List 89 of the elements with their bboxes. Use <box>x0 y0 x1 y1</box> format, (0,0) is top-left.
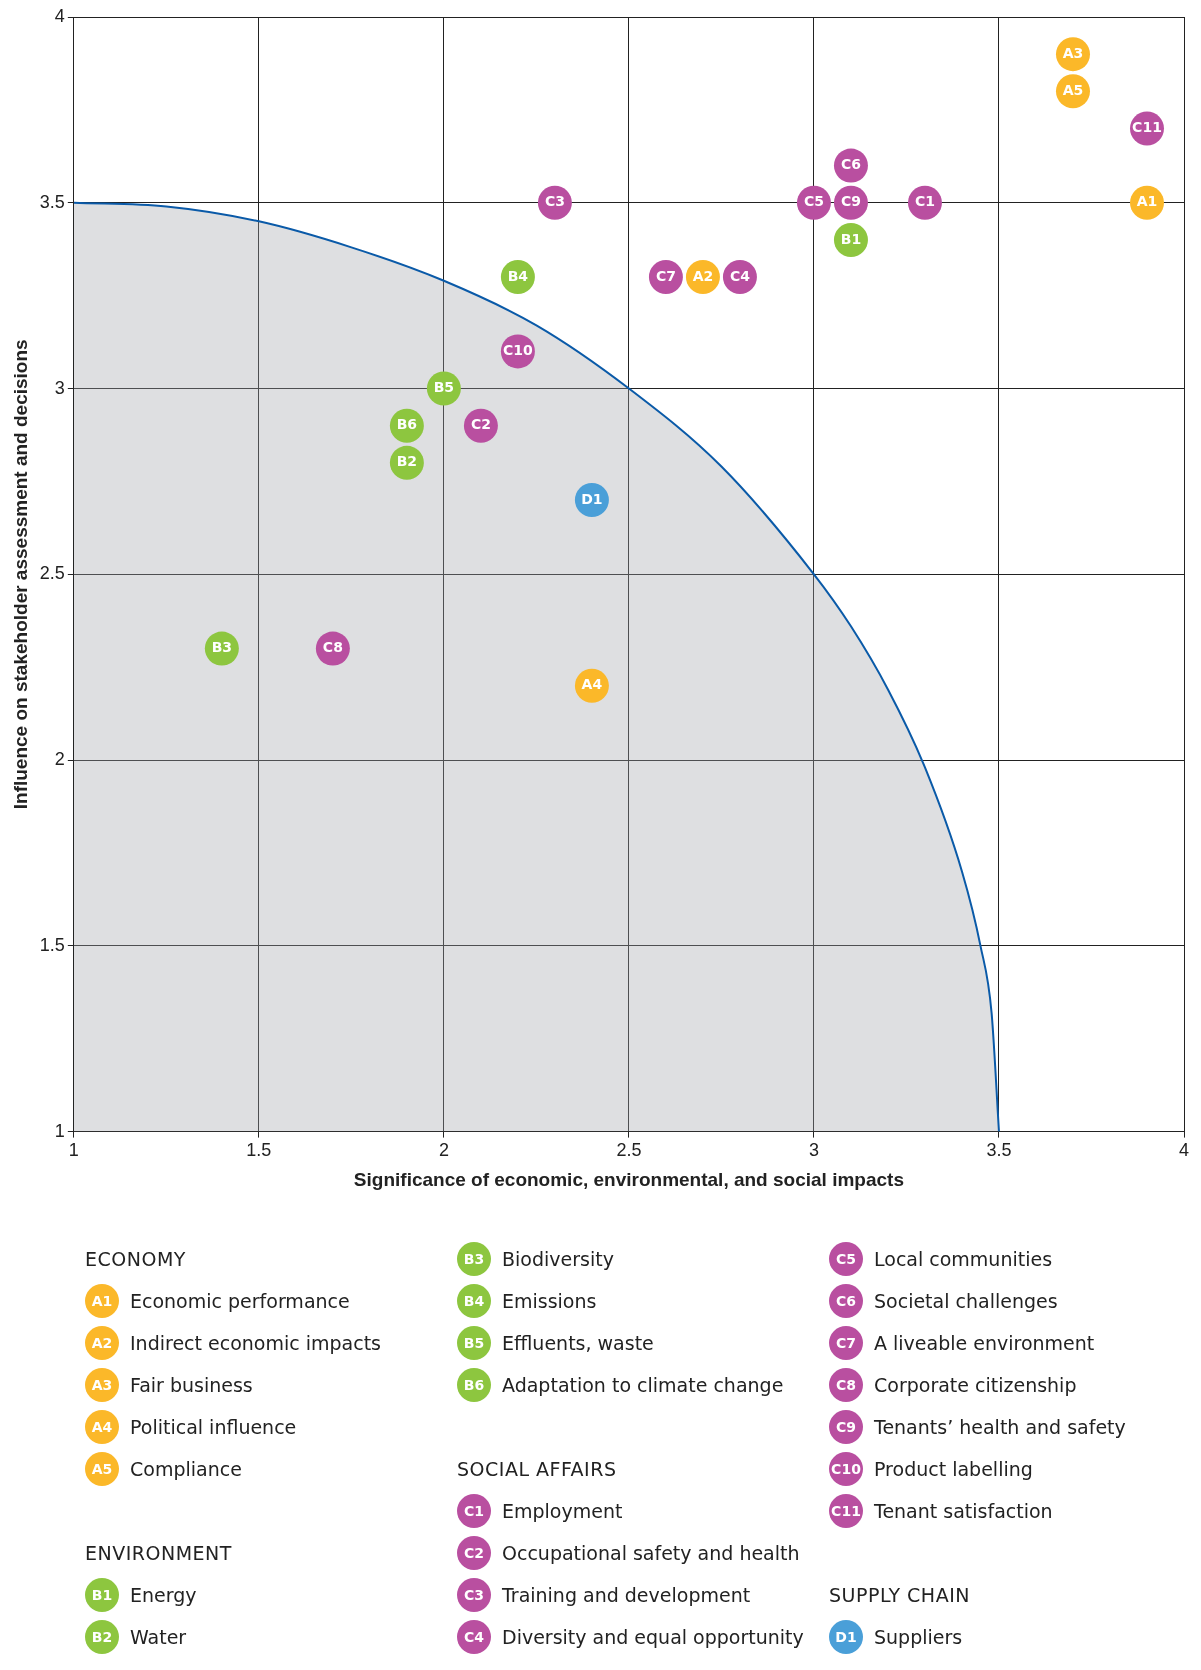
annotation: A2 <box>692 267 714 284</box>
x-axis-title: Significance of economic, environmental, and social impacts <box>353 1168 904 1190</box>
legend-label: Political influence <box>130 1416 297 1438</box>
legend-label: Water <box>130 1626 187 1648</box>
legend-label: A liveable environment <box>874 1332 1095 1354</box>
text: C7 <box>835 1335 856 1351</box>
text: SUPPLY CHAIN <box>829 1583 971 1608</box>
annotation: A5 <box>1062 81 1084 98</box>
annotation: A3 <box>1062 44 1084 61</box>
annotation: A1 <box>1136 193 1158 210</box>
y-axis-title: Influence on stakeholder assessment and decisions <box>9 339 31 810</box>
text: A5 <box>91 1461 113 1477</box>
legend-label: Diversity and equal opportunity <box>502 1626 804 1648</box>
text: A4 <box>91 1419 113 1435</box>
annotation: C3 <box>544 193 565 210</box>
x-tick-label: 3 <box>808 1140 819 1161</box>
legend-label: Societal challenges <box>874 1290 1058 1312</box>
legend-label: Occupational safety and health <box>502 1542 800 1564</box>
annotation: C8 <box>322 639 343 656</box>
legend-label: Energy <box>130 1584 197 1606</box>
legend-label: Training and development <box>502 1584 751 1606</box>
annotation: A4 <box>581 676 603 693</box>
annotation: C1 <box>914 193 935 210</box>
y-tick-label: 2.5 <box>39 563 65 584</box>
legend-label: Emissions <box>502 1290 597 1312</box>
annotation: C10 <box>503 342 534 359</box>
legend-label: Product labelling <box>874 1458 1033 1480</box>
text: C3 <box>463 1587 484 1603</box>
y-tick-label: 3 <box>54 377 65 398</box>
legend-label: Tenants’ health and safety <box>874 1416 1126 1438</box>
y-tick-label: 2 <box>54 749 65 770</box>
text: C2 <box>463 1545 484 1561</box>
annotation: B6 <box>396 416 418 433</box>
annotation: D1 <box>581 490 603 507</box>
text: C8 <box>835 1377 856 1393</box>
text: C9 <box>835 1419 856 1435</box>
x-tick-label: 1.5 <box>246 1140 272 1161</box>
annotation: C11 <box>1132 119 1162 136</box>
annotation: C4 <box>729 267 751 284</box>
text: C4 <box>463 1629 484 1645</box>
annotation: C7 <box>655 267 676 284</box>
legend-label: Indirect economic impacts <box>130 1332 381 1354</box>
annotation: B5 <box>433 379 455 396</box>
text: D1 <box>835 1629 857 1645</box>
y-tick-label: 3.5 <box>39 191 65 212</box>
x-tick-label: 2.5 <box>616 1140 642 1161</box>
y-tick-label: 1 <box>54 1120 65 1141</box>
legend-label: Corporate citizenship <box>874 1374 1077 1396</box>
text: B1 <box>91 1587 113 1603</box>
text: B3 <box>463 1251 485 1267</box>
annotation: B1 <box>840 230 862 247</box>
legend-label: Compliance <box>130 1458 242 1480</box>
text: B4 <box>463 1293 485 1309</box>
legend-label: Economic performance <box>130 1290 350 1312</box>
text: B2 <box>91 1629 113 1645</box>
legend-label: Tenant satisfaction <box>874 1500 1053 1522</box>
x-tick-label: 3.5 <box>986 1140 1012 1161</box>
text: ENVIRONMENT <box>85 1541 233 1566</box>
y-tick-label: 4 <box>54 5 65 26</box>
annotation: B2 <box>396 453 418 470</box>
legend-label: Effluents, waste <box>502 1332 654 1354</box>
annotation: C5 <box>803 193 824 210</box>
annotation: C6 <box>840 156 861 173</box>
legend-label: Suppliers <box>874 1626 963 1648</box>
text: B5 <box>463 1335 485 1351</box>
annotation: B3 <box>211 639 233 656</box>
annotation: C9 <box>840 193 861 210</box>
annotation: B4 <box>507 267 529 284</box>
text: A3 <box>91 1377 113 1393</box>
legend-label: Fair business <box>130 1374 253 1396</box>
annotation: C2 <box>470 416 491 433</box>
x-tick-label: 1 <box>68 1140 79 1161</box>
text: A2 <box>91 1335 113 1351</box>
text: C5 <box>835 1251 856 1267</box>
legend-label: Adaptation to climate change <box>502 1374 784 1396</box>
text: B6 <box>463 1377 485 1393</box>
legend-label: Local communities <box>874 1248 1053 1270</box>
text: ECONOMY <box>85 1247 187 1272</box>
x-tick-label: 2 <box>438 1140 449 1161</box>
legend-label: Employment <box>502 1500 623 1522</box>
text: C10 <box>831 1461 861 1477</box>
legend-label: Biodiversity <box>502 1248 614 1270</box>
text: SOCIAL AFFAIRS <box>457 1457 618 1482</box>
text: C11 <box>831 1503 861 1519</box>
x-tick-label: 4 <box>1178 1140 1190 1161</box>
y-tick-label: 1.5 <box>39 934 65 955</box>
text: C1 <box>463 1503 484 1519</box>
text: C6 <box>835 1293 856 1309</box>
text: A1 <box>91 1293 113 1309</box>
